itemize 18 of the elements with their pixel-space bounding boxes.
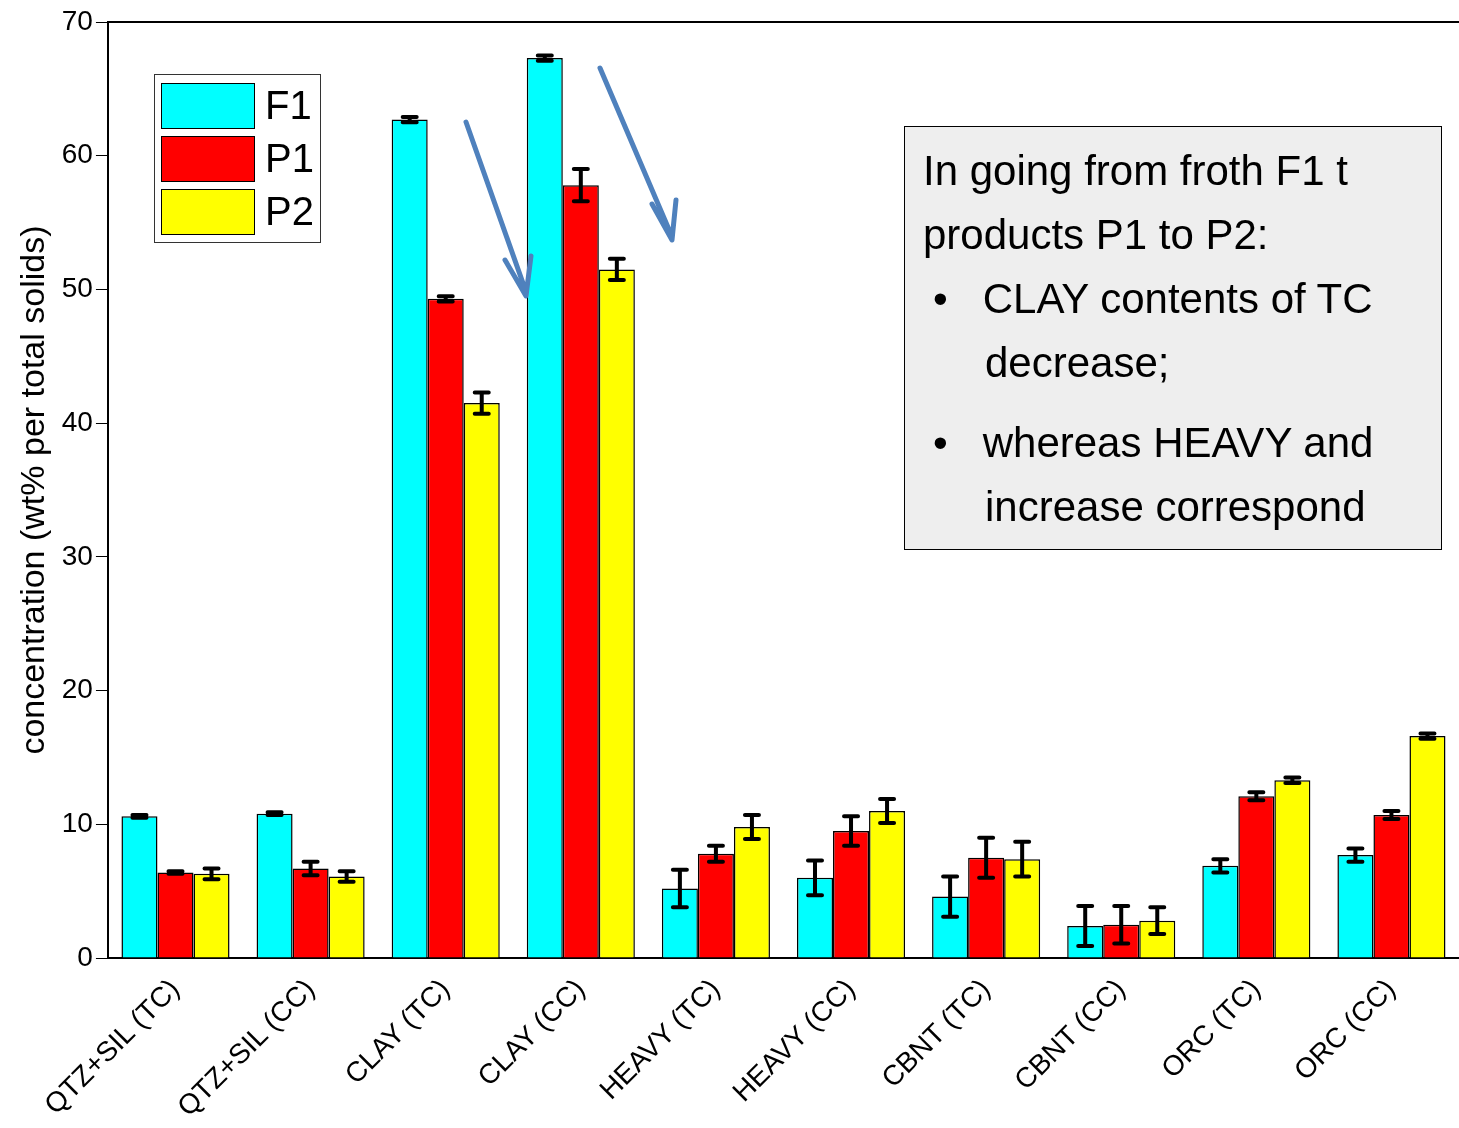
- y-tick-label: 70: [61, 4, 93, 36]
- y-tick-label: 20: [61, 673, 93, 705]
- legend-label: P1: [265, 136, 314, 181]
- legend-label: F1: [265, 83, 312, 128]
- y-tick-label: 60: [61, 138, 93, 170]
- annotation: • whereas HEAVY and: [932, 418, 1375, 468]
- y-tick-label: 50: [61, 272, 93, 304]
- annotation: increase correspond: [984, 482, 1367, 532]
- y-tick-label: 30: [61, 539, 93, 571]
- annotation: • CLAY contents of TC: [932, 274, 1374, 324]
- y-tick-label: 40: [61, 405, 93, 437]
- annotation: In going from froth F1 t: [923, 146, 1349, 196]
- annotation: products P1 to P2:: [923, 210, 1270, 260]
- y-tick-label: 10: [61, 807, 93, 839]
- annotation: decrease;: [984, 338, 1171, 388]
- y-axis-title: concentration (wt% per total solids): [12, 225, 51, 755]
- y-tick-label: 0: [77, 940, 93, 972]
- legend-label: P2: [265, 189, 314, 234]
